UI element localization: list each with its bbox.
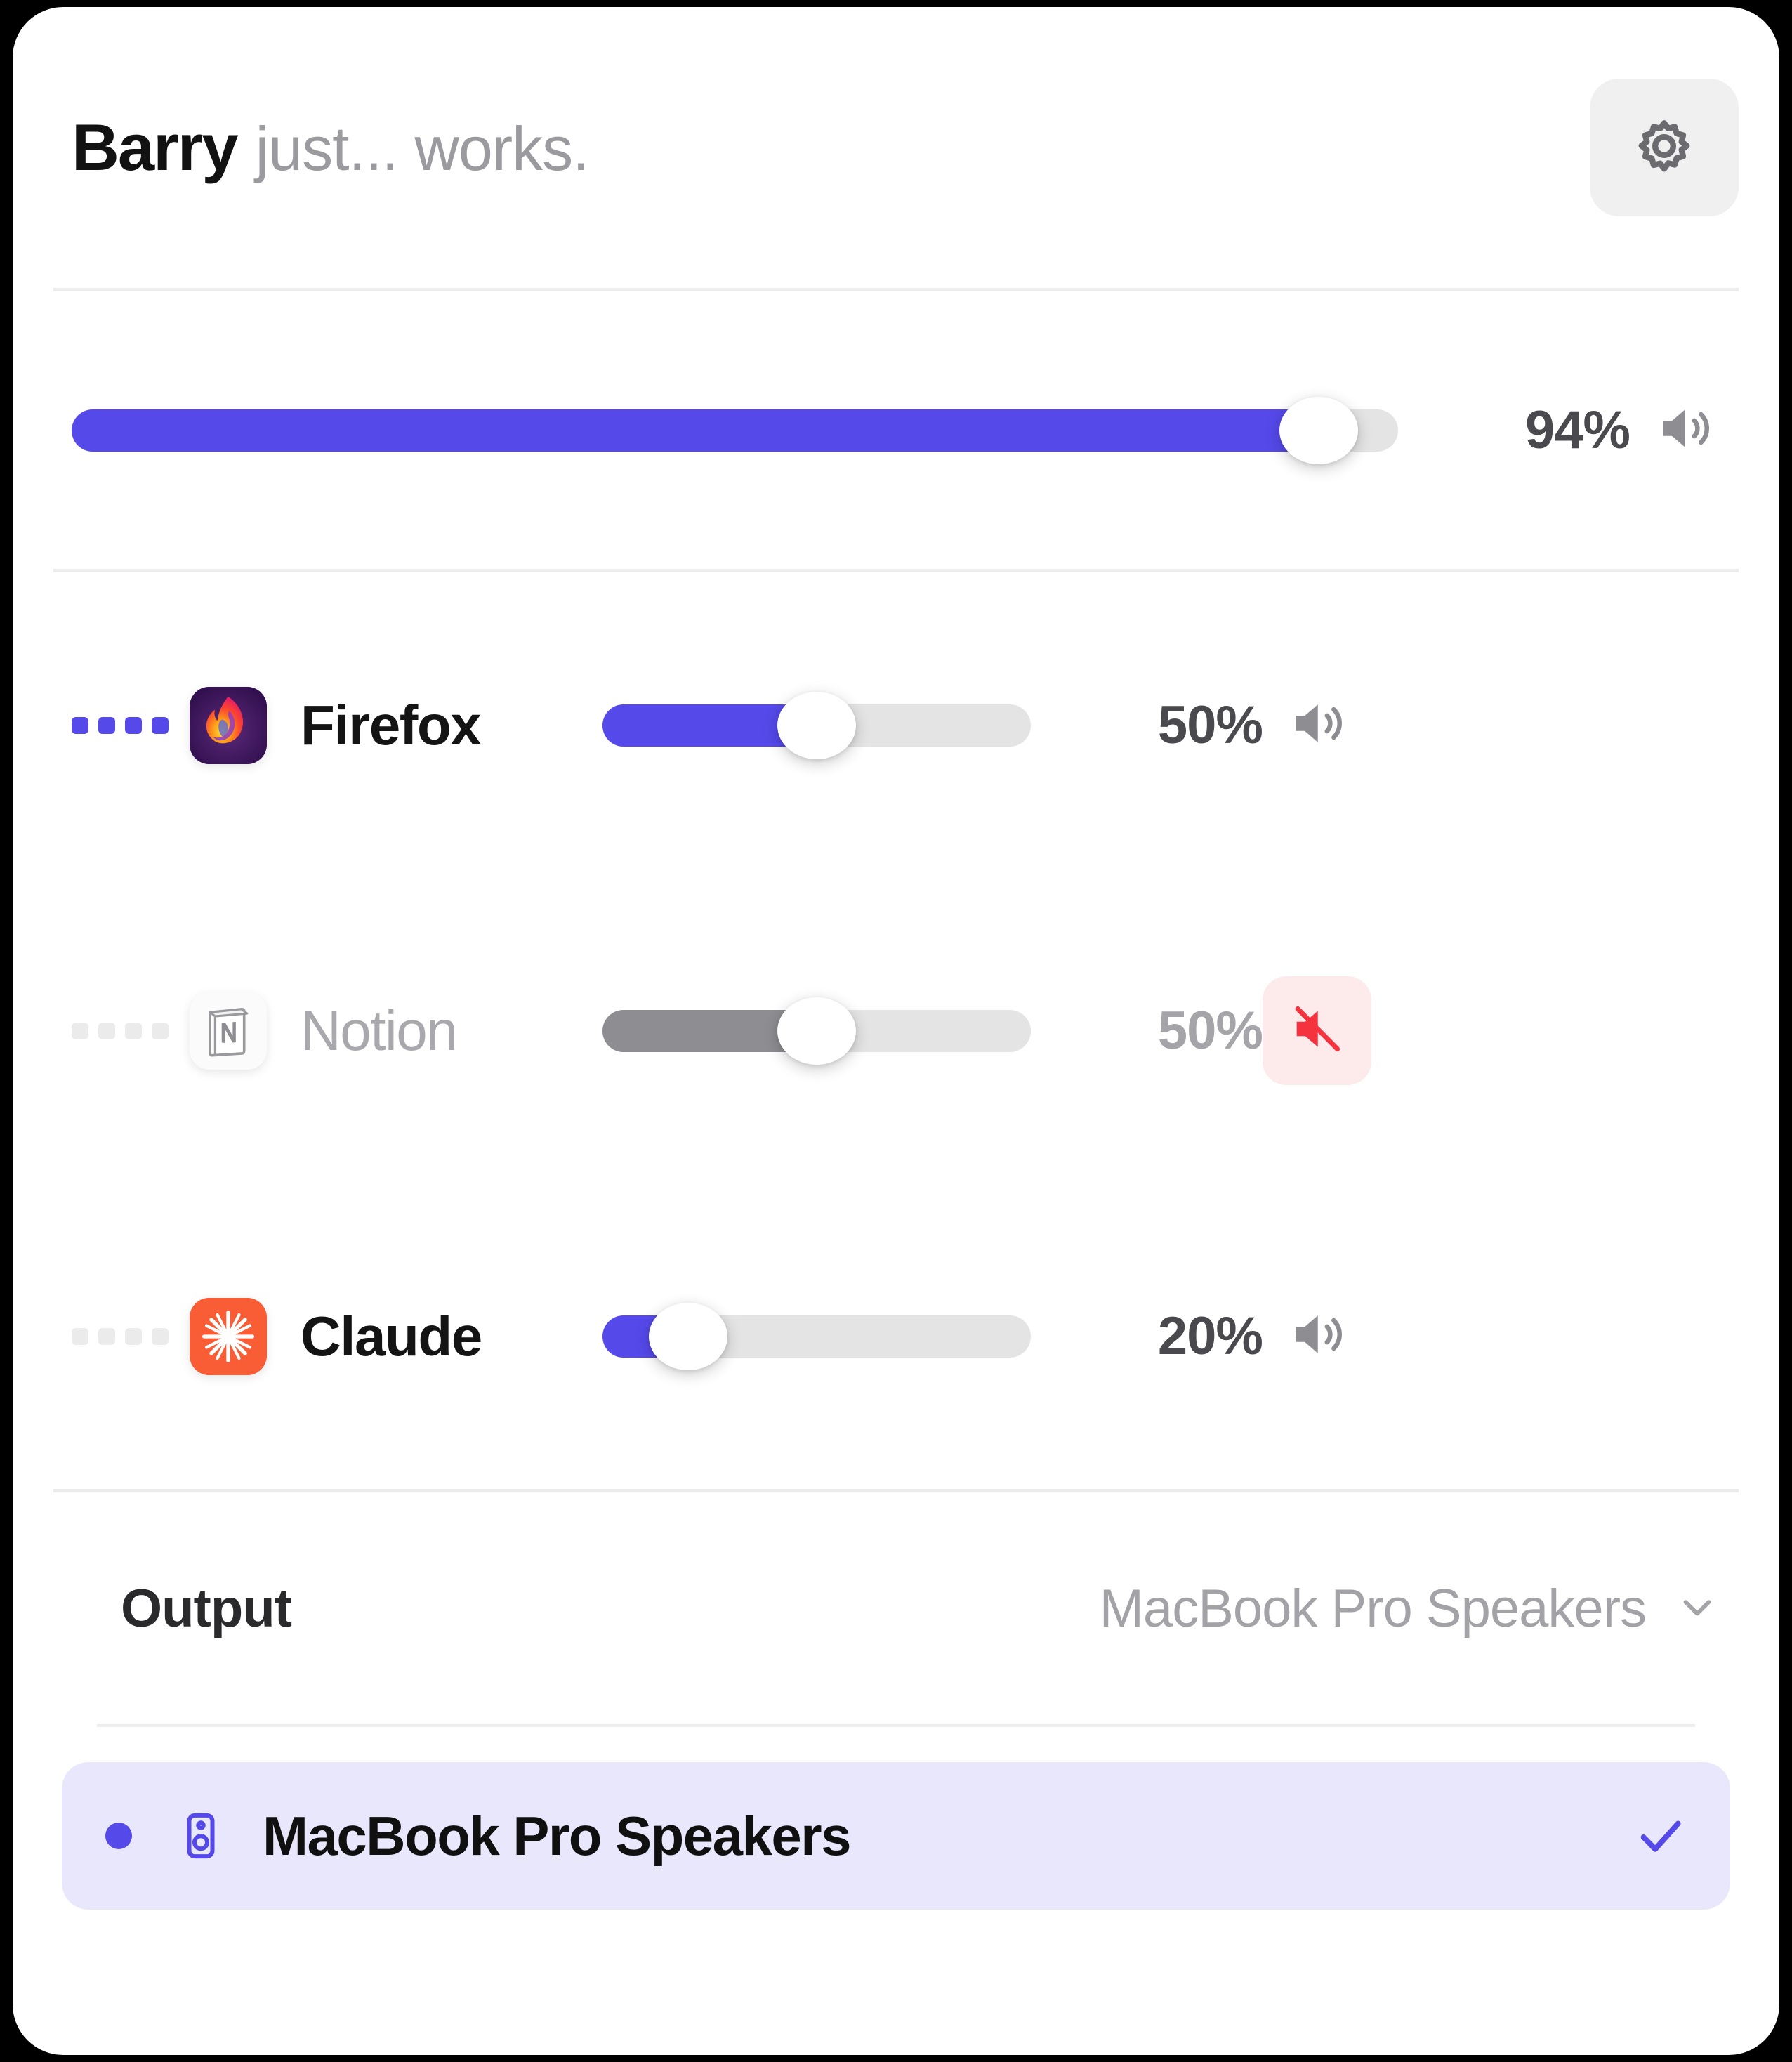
output-header: Output MacBook Pro Speakers — [53, 1492, 1739, 1724]
title-block: Barry just... works. — [72, 114, 1590, 180]
gear-icon — [1627, 109, 1701, 187]
activity-dot — [152, 1022, 169, 1039]
output-label: Output — [121, 1578, 292, 1639]
apps-divider — [53, 1489, 1739, 1492]
output-device-selector[interactable]: MacBook Pro Speakers — [1100, 1578, 1720, 1639]
activity-dots-firefox — [72, 716, 170, 734]
firefox-icon — [190, 686, 267, 764]
activity-dot — [72, 1022, 88, 1039]
chevron-down-icon — [1674, 1584, 1720, 1634]
slider-thumb[interactable] — [777, 691, 856, 759]
app-volume-slider-wrap-firefox — [602, 691, 1031, 759]
activity-dot — [98, 716, 115, 734]
activity-dot — [152, 1327, 169, 1345]
speaker-on-icon — [1652, 396, 1717, 464]
app-volume-slider-wrap-notion — [602, 997, 1031, 1065]
app-volume-slider-notion[interactable] — [602, 997, 1031, 1065]
master-volume-slider-wrap — [72, 396, 1398, 464]
master-volume-slider[interactable] — [72, 396, 1398, 464]
claude-icon — [190, 1297, 267, 1375]
activity-dot — [152, 716, 169, 734]
settings-button[interactable] — [1590, 79, 1739, 216]
speaker-on-icon — [1285, 691, 1350, 759]
device-label: MacBook Pro Speakers — [263, 1804, 852, 1867]
app-volume-percent-notion: 50% — [1157, 1001, 1263, 1060]
app-volume-list: Firefox 50% — [13, 572, 1779, 1489]
device-active-dot — [105, 1823, 132, 1849]
notion-icon — [190, 992, 267, 1070]
output-selected-device: MacBook Pro Speakers — [1099, 1578, 1647, 1639]
slider-thumb[interactable] — [649, 1302, 727, 1370]
slider-fill — [72, 409, 1319, 452]
speaker-on-icon — [1285, 1302, 1350, 1370]
header-divider — [53, 288, 1739, 291]
barry-volume-mixer-window: Barry just... works. 94% — [13, 7, 1779, 2055]
app-label-notion: Notion — [301, 999, 458, 1062]
app-volume-slider-wrap-claude — [602, 1302, 1031, 1370]
activity-dot — [72, 716, 88, 734]
app-label-firefox: Firefox — [301, 693, 482, 756]
activity-dot — [125, 1327, 142, 1345]
app-volume-percent-claude: 20% — [1157, 1306, 1263, 1366]
device-row-macbook-pro-speakers[interactable]: MacBook Pro Speakers — [62, 1762, 1730, 1910]
check-icon — [1633, 1808, 1688, 1863]
slider-thumb[interactable] — [777, 997, 856, 1065]
app-mute-button-notion[interactable] — [1263, 976, 1371, 1085]
activity-dot — [125, 716, 142, 734]
app-mute-button-firefox[interactable] — [1263, 671, 1371, 780]
activity-dot — [125, 1022, 142, 1039]
output-device-list: MacBook Pro Speakers — [53, 1727, 1739, 1910]
app-mute-button-claude[interactable] — [1263, 1282, 1371, 1391]
app-volume-slider-firefox[interactable] — [602, 691, 1031, 759]
master-divider — [53, 569, 1739, 572]
app-row-firefox[interactable]: Firefox 50% — [72, 572, 1739, 878]
activity-dots-notion — [72, 1022, 170, 1039]
app-header: Barry just... works. — [13, 7, 1779, 288]
app-label-claude: Claude — [301, 1304, 482, 1367]
speaker-device-icon — [176, 1811, 226, 1861]
app-row-claude[interactable]: Claude 20% — [72, 1183, 1739, 1489]
speaker-muted-icon — [1286, 998, 1348, 1063]
app-volume-percent-firefox: 50% — [1157, 695, 1263, 755]
master-volume-row: 94% — [13, 291, 1779, 569]
activity-dot — [98, 1022, 115, 1039]
output-section: Output MacBook Pro Speakers — [13, 1492, 1779, 2055]
slider-thumb[interactable] — [1279, 396, 1358, 464]
activity-dot — [72, 1327, 88, 1345]
master-volume-percent: 94% — [1524, 400, 1630, 460]
master-mute-button[interactable] — [1630, 376, 1739, 485]
app-row-notion[interactable]: Notion 50% — [72, 878, 1739, 1183]
app-name: Barry — [72, 110, 239, 184]
app-tagline: just... works. — [255, 114, 590, 183]
output-divider — [97, 1724, 1695, 1727]
activity-dots-claude — [72, 1327, 170, 1345]
activity-dot — [98, 1327, 115, 1345]
app-volume-slider-claude[interactable] — [602, 1302, 1031, 1370]
